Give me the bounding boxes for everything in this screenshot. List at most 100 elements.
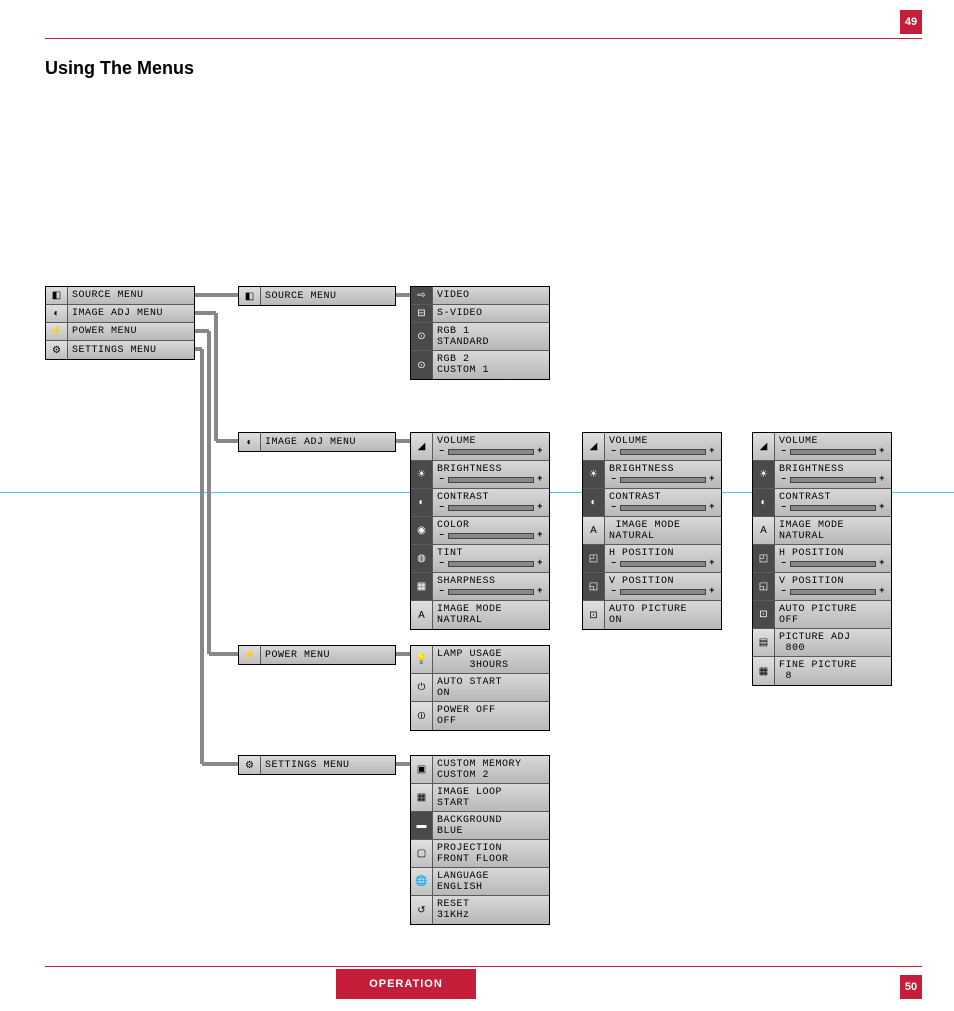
image-adj-sub1-item[interactable]: AIMAGE MODE NATURAL <box>411 601 549 629</box>
source-submenu-item[interactable]: ⊙RGB 1 STANDARD <box>411 323 549 351</box>
menu-item-label: VOLUME–+ <box>433 433 549 460</box>
menu-item-label: S-VIDEO <box>433 305 549 322</box>
power-submenu: 💡LAMP USAGE 3HOURS⏻AUTO START ON⏼POWER O… <box>410 645 550 731</box>
image-adj-sub2-item[interactable]: ☀BRIGHTNESS–+ <box>583 461 721 489</box>
source-menu-header-item[interactable]: ◧SOURCE MENU <box>239 287 395 305</box>
menu-item-icon: ◐ <box>753 489 775 516</box>
settings-submenu-item[interactable]: ▢PROJECTION FRONT FLOOR <box>411 840 549 868</box>
settings-menu-header: ⚙SETTINGS MENU <box>238 755 396 775</box>
footer-section-label: OPERATION <box>336 969 476 999</box>
image-adj-sub1-item[interactable]: ▦SHARPNESS–+ <box>411 573 549 601</box>
image-adj-sub2-item[interactable]: ◱V POSITION–+ <box>583 573 721 601</box>
image-adj-sub3: ◢VOLUME–+☀BRIGHTNESS–+◐CONTRAST–+AIMAGE … <box>752 432 892 686</box>
menu-item-icon: ⚙ <box>46 341 68 359</box>
image-adj-sub2-item[interactable]: A IMAGE MODE NATURAL <box>583 517 721 545</box>
menu-item-icon: 💡 <box>411 646 433 673</box>
menu-item-label: BRIGHTNESS–+ <box>775 461 891 488</box>
image-adj-sub2-item[interactable]: ◐CONTRAST–+ <box>583 489 721 517</box>
image-adj-sub1-item[interactable]: ☀BRIGHTNESS–+ <box>411 461 549 489</box>
image-adj-sub1-item[interactable]: ◐CONTRAST–+ <box>411 489 549 517</box>
menu-item-icon: ◱ <box>753 573 775 600</box>
image-adj-sub3-item[interactable]: ▦FINE PICTURE 8 <box>753 657 891 685</box>
image-adj-sub2-item[interactable]: ◰H POSITION–+ <box>583 545 721 573</box>
menu-item-label: POWER MENU <box>68 323 194 340</box>
menu-item-icon: ▣ <box>411 756 433 783</box>
page-number-bottom: 50 <box>900 975 922 999</box>
menu-item-label: TINT–+ <box>433 545 549 572</box>
menu-item-label: VOLUME–+ <box>775 433 891 460</box>
menu-item-icon: ▤ <box>753 629 775 656</box>
menu-item-label: CONTRAST–+ <box>775 489 891 516</box>
menu-item-label: SETTINGS MENU <box>68 341 194 359</box>
page-number-top: 49 <box>900 10 922 34</box>
menu-item-label: VIDEO <box>433 287 549 304</box>
image-adj-sub3-item[interactable]: ◰H POSITION–+ <box>753 545 891 573</box>
image-adj-sub2: ◢VOLUME–+☀BRIGHTNESS–+◐CONTRAST–+A IMAGE… <box>582 432 722 630</box>
image-adj-header-item[interactable]: ◐IMAGE ADJ MENU <box>239 433 395 451</box>
source-submenu-item[interactable]: ⊟S-VIDEO <box>411 305 549 323</box>
page-heading: Using The Menus <box>45 58 194 79</box>
image-adj-sub3-item[interactable]: ◢VOLUME–+ <box>753 433 891 461</box>
image-adj-sub3-item[interactable]: ☀BRIGHTNESS–+ <box>753 461 891 489</box>
menu-item-label: IMAGE LOOP START <box>433 784 549 811</box>
image-adj-header: ◐IMAGE ADJ MENU <box>238 432 396 452</box>
image-adj-sub3-item[interactable]: ▤PICTURE ADJ 800 <box>753 629 891 657</box>
menu-item-label: SHARPNESS–+ <box>433 573 549 600</box>
power-menu-header-item[interactable]: ⚡POWER MENU <box>239 646 395 664</box>
source-submenu-item[interactable]: ⊙RGB 2 CUSTOM 1 <box>411 351 549 379</box>
image-adj-sub2-item[interactable]: ⊡AUTO PICTURE ON <box>583 601 721 629</box>
source-submenu-item[interactable]: ⇨VIDEO <box>411 287 549 305</box>
menu-item-label: IMAGE MODE NATURAL <box>605 517 721 544</box>
bottom-rule <box>45 966 922 967</box>
settings-menu-header-item[interactable]: ⚙SETTINGS MENU <box>239 756 395 774</box>
menu-item-icon: ◱ <box>583 573 605 600</box>
menu-item-icon: ⚡ <box>239 646 261 664</box>
settings-submenu-item[interactable]: 🌐LANGUAGE ENGLISH <box>411 868 549 896</box>
menu-item-label: PROJECTION FRONT FLOOR <box>433 840 549 867</box>
power-submenu-item[interactable]: 💡LAMP USAGE 3HOURS <box>411 646 549 674</box>
menu-item-label: FINE PICTURE 8 <box>775 657 891 685</box>
menu-item-label: V POSITION–+ <box>775 573 891 600</box>
main-menu-item[interactable]: ◧SOURCE MENU <box>46 287 194 305</box>
power-submenu-item[interactable]: ⏻AUTO START ON <box>411 674 549 702</box>
menu-item-label: IMAGE MODE NATURAL <box>433 601 549 629</box>
menu-item-label: H POSITION–+ <box>605 545 721 572</box>
main-menu-item[interactable]: ⚙SETTINGS MENU <box>46 341 194 359</box>
image-adj-sub1-item[interactable]: ◢VOLUME–+ <box>411 433 549 461</box>
menu-item-label: SETTINGS MENU <box>261 756 395 774</box>
menu-item-icon: ◧ <box>239 287 261 305</box>
image-adj-sub3-item[interactable]: ◐CONTRAST–+ <box>753 489 891 517</box>
menu-item-label: RESET 31KHz <box>433 896 549 924</box>
menu-item-icon: ◐ <box>46 305 68 322</box>
image-adj-sub3-item[interactable]: ◱V POSITION–+ <box>753 573 891 601</box>
main-menu-item[interactable]: ◐IMAGE ADJ MENU <box>46 305 194 323</box>
settings-submenu-item[interactable]: ▣CUSTOM MEMORY CUSTOM 2 <box>411 756 549 784</box>
menu-item-icon: ⏻ <box>411 674 433 701</box>
menu-item-icon: ⊙ <box>411 323 433 350</box>
menu-item-icon: ▦ <box>753 657 775 685</box>
image-adj-sub3-item[interactable]: AIMAGE MODE NATURAL <box>753 517 891 545</box>
settings-submenu-item[interactable]: ▬BACKGROUND BLUE <box>411 812 549 840</box>
menu-item-label: IMAGE MODE NATURAL <box>775 517 891 544</box>
image-adj-sub2-item[interactable]: ◢VOLUME–+ <box>583 433 721 461</box>
settings-submenu: ▣CUSTOM MEMORY CUSTOM 2▦IMAGE LOOP START… <box>410 755 550 925</box>
menu-item-icon: ◰ <box>583 545 605 572</box>
image-adj-sub1-item[interactable]: ◉COLOR–+ <box>411 517 549 545</box>
settings-submenu-item[interactable]: ▦IMAGE LOOP START <box>411 784 549 812</box>
power-submenu-item[interactable]: ⏼POWER OFF OFF <box>411 702 549 730</box>
menu-item-icon: ⊟ <box>411 305 433 322</box>
menu-item-label: BRIGHTNESS–+ <box>433 461 549 488</box>
image-adj-sub3-item[interactable]: ⊡AUTO PICTURE OFF <box>753 601 891 629</box>
menu-item-icon: ☀ <box>583 461 605 488</box>
menu-item-label: VOLUME–+ <box>605 433 721 460</box>
menu-item-icon: ◐ <box>411 489 433 516</box>
image-adj-sub1-item[interactable]: ◍TINT–+ <box>411 545 549 573</box>
menu-item-label: RGB 2 CUSTOM 1 <box>433 351 549 379</box>
main-menu-item[interactable]: ⚡POWER MENU <box>46 323 194 341</box>
menu-item-icon: 🌐 <box>411 868 433 895</box>
settings-submenu-item[interactable]: ↺RESET 31KHz <box>411 896 549 924</box>
menu-item-label: RGB 1 STANDARD <box>433 323 549 350</box>
menu-item-label: COLOR–+ <box>433 517 549 544</box>
main-menu: ◧SOURCE MENU◐IMAGE ADJ MENU⚡POWER MENU⚙S… <box>45 286 195 360</box>
menu-item-label: POWER MENU <box>261 646 395 664</box>
